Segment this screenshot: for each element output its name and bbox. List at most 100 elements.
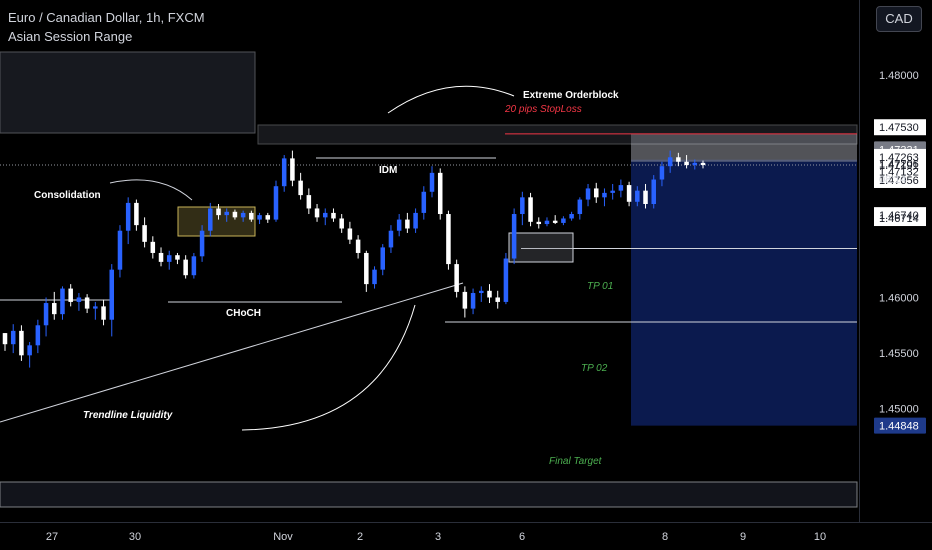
candle-body <box>323 212 328 218</box>
candle-body <box>158 252 164 262</box>
candle <box>618 179 624 198</box>
candle-body <box>429 172 435 192</box>
candle <box>93 301 98 320</box>
indicator-name: Asian Session Range <box>8 29 133 44</box>
currency-button[interactable]: CAD <box>876 6 922 32</box>
candle-body <box>117 230 123 270</box>
tp2-label: TP 02 <box>581 363 608 374</box>
candle <box>602 188 607 207</box>
time-axis-label: 8 <box>662 531 668 543</box>
consolidation-box <box>177 206 256 237</box>
price-tag-label: 1.47331 <box>879 144 919 156</box>
candle <box>544 217 550 227</box>
candle-body <box>35 325 41 346</box>
candle <box>610 183 615 200</box>
price-tag <box>874 417 926 434</box>
candle <box>635 186 640 207</box>
candle-body <box>208 208 213 231</box>
candle-body <box>544 220 550 225</box>
candle <box>331 208 336 222</box>
candle <box>76 293 82 311</box>
candle <box>355 235 361 259</box>
candle <box>273 180 279 222</box>
candle-body <box>232 211 238 218</box>
candle <box>651 175 656 209</box>
candle <box>2 333 8 351</box>
candle-body <box>593 188 599 198</box>
candle <box>158 247 164 267</box>
candle <box>216 204 221 220</box>
supply-zone-left <box>0 51 256 134</box>
candle-body <box>19 330 24 356</box>
candle <box>577 197 583 220</box>
candle-body <box>700 162 706 166</box>
candle <box>643 183 648 209</box>
candle-body <box>281 158 287 187</box>
candle <box>281 155 287 192</box>
candle-body <box>396 219 402 231</box>
candle-body <box>380 247 385 270</box>
chart-title: Euro / Canadian Dollar, 1h, FXCM <box>8 10 205 25</box>
candle <box>84 294 90 314</box>
candle <box>454 259 459 298</box>
candle <box>372 266 377 289</box>
candle <box>495 290 500 309</box>
candle <box>552 215 558 225</box>
candle <box>396 214 402 237</box>
candle <box>191 252 197 279</box>
candle <box>593 182 599 203</box>
candle-body <box>577 199 583 215</box>
candle <box>52 291 57 320</box>
time-axis-label: 9 <box>740 531 746 543</box>
candle <box>503 252 509 305</box>
candle <box>421 186 427 220</box>
candle <box>19 325 24 361</box>
time-axis-label: 30 <box>129 531 141 543</box>
price-axis-label: 1.46000 <box>879 292 919 304</box>
target-zone <box>631 159 857 426</box>
candle <box>388 225 394 253</box>
candle-body <box>610 190 615 193</box>
candle <box>290 150 295 187</box>
candle-body <box>240 212 246 218</box>
candle <box>470 288 476 315</box>
candle-body <box>659 166 665 180</box>
candle-body <box>684 161 689 166</box>
candle <box>224 208 229 222</box>
candle <box>462 286 468 318</box>
price-axis-label: 1.47132 <box>879 167 919 179</box>
price-axis-label: 1.46714 <box>879 213 919 225</box>
trendline <box>0 282 464 423</box>
candle-body <box>273 186 279 220</box>
candle <box>68 284 73 307</box>
candle-body <box>413 212 418 229</box>
candle-body <box>495 297 500 302</box>
price-label-box <box>874 210 926 227</box>
candle <box>150 236 156 259</box>
candle <box>700 160 706 169</box>
candle <box>125 197 131 245</box>
stoploss-zone <box>631 133 857 162</box>
candle-body <box>290 158 295 181</box>
candle-body <box>520 197 525 215</box>
candle-body <box>93 306 98 309</box>
candle <box>109 264 115 337</box>
final-target-label: Final Target <box>549 456 603 467</box>
candle-body <box>298 180 303 196</box>
candle-body <box>314 208 320 218</box>
candle <box>134 199 139 231</box>
candle-body <box>479 290 484 294</box>
stoploss-label: 20 pips StopLoss <box>504 104 582 115</box>
candle-body <box>199 230 205 257</box>
candle-body <box>528 197 533 222</box>
price-axis-label: 1.47206 <box>879 158 919 170</box>
candle-body <box>446 214 451 265</box>
candle <box>232 209 238 220</box>
candle <box>659 161 665 187</box>
extreme-orderblock-zone <box>257 124 858 145</box>
candle-body <box>388 230 394 248</box>
candle <box>60 286 65 320</box>
price-axis-label: 1.46740 <box>879 210 919 222</box>
candle-body <box>150 241 156 253</box>
